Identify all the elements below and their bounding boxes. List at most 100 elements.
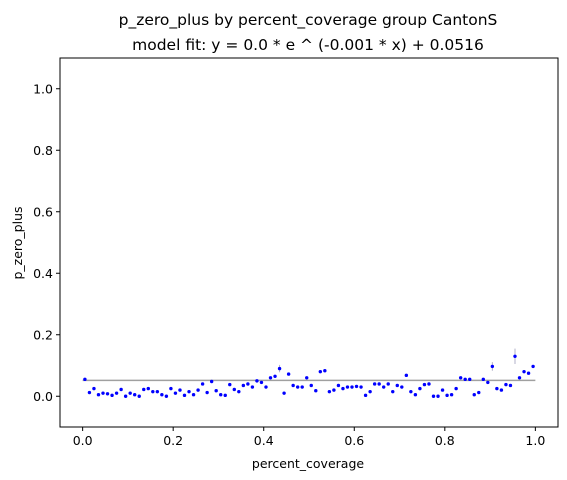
data-point: [372, 382, 377, 386]
data-point: [472, 393, 476, 397]
data-point: [391, 389, 395, 394]
data-point: [96, 393, 101, 397]
data-point: [468, 377, 472, 382]
data-point: [332, 388, 336, 392]
data-point: [431, 394, 436, 398]
data-point: [454, 386, 458, 391]
data-point: [295, 385, 300, 389]
data-point: [377, 382, 381, 386]
data-point: [237, 389, 241, 394]
data-point: [323, 369, 327, 373]
data-point: [395, 383, 399, 388]
data-point: [105, 392, 110, 396]
data-point: [101, 391, 105, 395]
data-point: [413, 393, 418, 397]
data-point: [110, 393, 114, 398]
x-axis-label: percent_coverage: [252, 456, 364, 471]
data-point: [223, 393, 227, 398]
plot-area: [82, 348, 536, 398]
data-point: [146, 386, 150, 391]
data-point: [341, 386, 345, 391]
data-point: [490, 364, 495, 369]
data-point: [418, 386, 422, 391]
data-point: [255, 379, 259, 383]
data-point: [314, 389, 318, 393]
x-tick-label: 1.0: [525, 433, 545, 448]
x-tick-label: 0.8: [435, 433, 455, 448]
data-point: [142, 387, 146, 392]
data-point: [359, 385, 363, 389]
data-point: [173, 391, 178, 395]
data-point: [114, 391, 119, 395]
data-point: [486, 380, 490, 385]
data-point: [409, 389, 413, 394]
y-tick-label: 0.4: [33, 266, 53, 281]
y-tick-label: 1.0: [33, 81, 53, 96]
data-point: [354, 384, 359, 389]
data-point: [205, 390, 209, 395]
data-point: [477, 390, 481, 395]
data-point: [250, 385, 255, 389]
data-point: [182, 393, 187, 398]
y-axis-label: p_zero_plus: [10, 206, 25, 279]
axes: 0.0 0.2 0.4 0.6 0.8 1.0 0.0 0.2 0.4 0.6 0.8 1.0: [33, 57, 559, 448]
data-point: [327, 389, 332, 394]
data-point: [336, 383, 341, 388]
y-tick-label: 0.2: [33, 327, 53, 342]
data-point: [241, 383, 246, 388]
data-point: [499, 388, 504, 392]
data-point: [531, 364, 535, 369]
data-point: [137, 394, 141, 398]
data-point: [513, 354, 517, 358]
data-point: [128, 391, 132, 395]
plot-frame: [59, 57, 559, 428]
data-point: [440, 388, 445, 392]
data-point: [318, 369, 323, 374]
data-point: [526, 371, 531, 375]
data-point: [445, 393, 449, 398]
data-point: [350, 385, 354, 389]
data-point: [169, 386, 173, 391]
data-point: [196, 388, 200, 392]
data-point: [87, 390, 92, 395]
y-tick-label: 0.0: [33, 389, 53, 404]
data-point: [178, 388, 182, 392]
data-point: [246, 382, 250, 386]
data-point: [151, 389, 155, 394]
data-point: [286, 372, 291, 376]
data-point: [191, 393, 196, 397]
chart-subtitle: model fit: y = 0.0 * e ^ (-0.001 * x) + …: [132, 36, 484, 54]
data-point: [404, 373, 409, 378]
data-point: [400, 385, 404, 389]
data-point: [305, 376, 309, 380]
data-point: [164, 394, 169, 398]
data-point: [422, 382, 427, 387]
x-tick-label: 0.0: [73, 433, 93, 448]
x-tick-label: 0.2: [163, 433, 183, 448]
data-point: [517, 376, 522, 380]
data-point: [232, 387, 236, 392]
data-point: [436, 394, 440, 398]
data-point: [119, 387, 123, 392]
data-point: [291, 383, 295, 388]
data-point: [481, 377, 485, 382]
data-point: [504, 382, 508, 387]
data-point: [382, 385, 386, 389]
data-point: [219, 393, 223, 397]
data-point: [363, 393, 368, 398]
x-tick-label: 0.6: [344, 433, 364, 448]
data-point: [209, 379, 214, 384]
data-point: [427, 382, 431, 386]
data-point: [522, 369, 526, 374]
data-point: [264, 385, 268, 389]
data-point: [92, 386, 96, 391]
data-point: [458, 376, 463, 380]
chart-title: p_zero_plus by percent_coverage group Ca…: [119, 11, 498, 30]
data-point: [228, 382, 232, 387]
data-point: [309, 383, 313, 388]
data-point: [214, 389, 218, 393]
data-point: [259, 380, 264, 385]
data-point: [463, 377, 467, 382]
data-point: [277, 366, 282, 371]
